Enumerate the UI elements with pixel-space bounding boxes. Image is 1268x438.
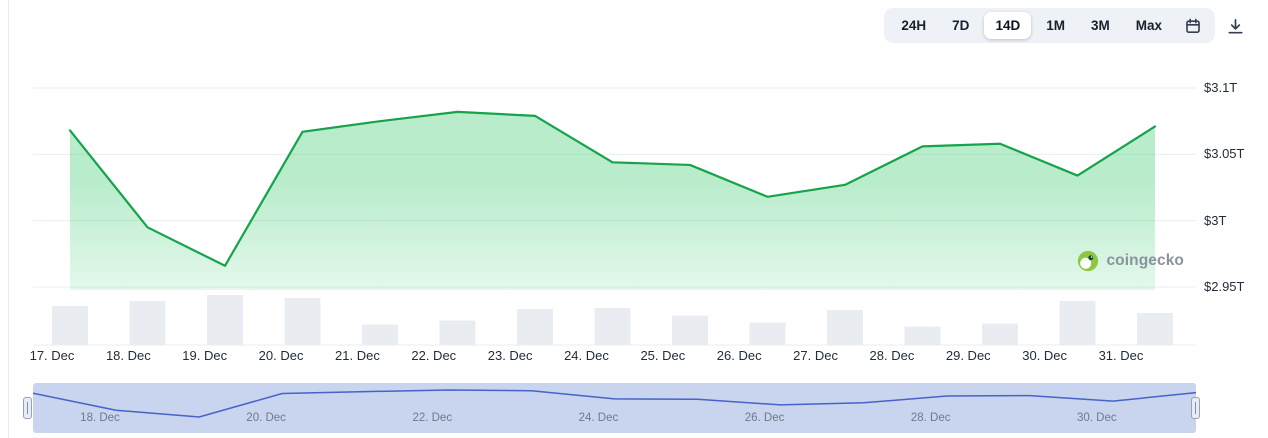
y-axis-label: $3.1T xyxy=(1204,80,1238,95)
x-axis-label: 24. Dec xyxy=(564,348,609,363)
volume-bar xyxy=(439,320,476,345)
download-icon xyxy=(1227,18,1243,34)
volume-bar xyxy=(1059,301,1096,345)
watermark-text: coingecko xyxy=(1106,252,1184,269)
y-axis-label: $2.95T xyxy=(1204,279,1245,294)
volume-bar xyxy=(207,295,243,345)
volume-bar xyxy=(129,301,166,345)
x-axis-label: 27. Dec xyxy=(793,348,838,363)
x-axis-label: 29. Dec xyxy=(945,348,991,363)
volume-bar xyxy=(749,322,786,345)
range-button-1m[interactable]: 1M xyxy=(1035,12,1076,39)
volume-bar xyxy=(982,323,1018,345)
download-button[interactable] xyxy=(1222,13,1248,39)
coingecko-watermark: coingecko xyxy=(1077,250,1184,272)
x-axis-label: 26. Dec xyxy=(716,348,762,363)
volume-bar xyxy=(362,324,398,345)
x-axis-label: 20. Dec xyxy=(258,348,304,363)
range-button-7d[interactable]: 7D xyxy=(941,12,980,39)
volume-bar xyxy=(284,298,321,345)
x-axis-label: 22. Dec xyxy=(411,348,457,363)
volume-bar xyxy=(827,310,863,345)
x-axis-label: 31. Dec xyxy=(1098,348,1144,363)
coingecko-logo-icon xyxy=(1078,250,1099,272)
volume-bar xyxy=(52,306,88,345)
y-axis-label: $3.05T xyxy=(1204,146,1245,162)
navigator-date-label: 24. Dec xyxy=(578,412,619,424)
x-axis-label: 17. Dec xyxy=(29,348,75,363)
x-axis-label: 19. Dec xyxy=(182,348,228,363)
navigator-date-label: 28. Dec xyxy=(910,412,951,424)
navigator-right-handle[interactable] xyxy=(1191,397,1200,419)
x-axis-label: 30. Dec xyxy=(1022,348,1068,363)
range-button-24h[interactable]: 24H xyxy=(890,12,937,39)
volume-bar xyxy=(1137,313,1173,345)
navigator-date-label: 30. Dec xyxy=(1077,412,1117,424)
navigator-left-handle[interactable] xyxy=(23,397,32,419)
x-axis-label: 28. Dec xyxy=(869,348,915,363)
x-axis-label: 23. Dec xyxy=(487,348,533,363)
navigator-date-label: 20. Dec xyxy=(246,412,286,424)
calendar-button[interactable] xyxy=(1177,12,1209,39)
y-axis-label: $3T xyxy=(1204,212,1227,228)
volume-bar xyxy=(517,309,553,345)
x-axis-label: 18. Dec xyxy=(105,348,151,363)
market-cap-area xyxy=(70,111,1155,290)
x-axis-label: 21. Dec xyxy=(335,348,380,363)
range-button-3m[interactable]: 3M xyxy=(1080,12,1121,39)
x-axis-label: 25. Dec xyxy=(640,348,686,363)
market-cap-line xyxy=(68,110,1157,267)
volume-bar xyxy=(672,315,708,345)
market-cap-chart[interactable] xyxy=(33,80,1196,350)
navigator-line xyxy=(33,389,1196,418)
range-toolbar: 24H 7D 14D 1M 3M Max xyxy=(884,8,1215,43)
navigator-chart xyxy=(33,389,1196,418)
range-button-14d[interactable]: 14D xyxy=(984,12,1032,39)
navigator-date-label: 26. Dec xyxy=(744,412,785,424)
chart-navigator[interactable] xyxy=(33,383,1196,433)
range-button-max[interactable]: Max xyxy=(1125,12,1173,39)
page-edge-divider xyxy=(8,0,9,438)
volume-bar xyxy=(594,308,631,345)
volume-bar xyxy=(904,326,941,345)
navigator-date-label: 22. Dec xyxy=(412,412,453,424)
navigator-date-label: 18. Dec xyxy=(80,412,120,424)
calendar-icon xyxy=(1186,18,1200,33)
